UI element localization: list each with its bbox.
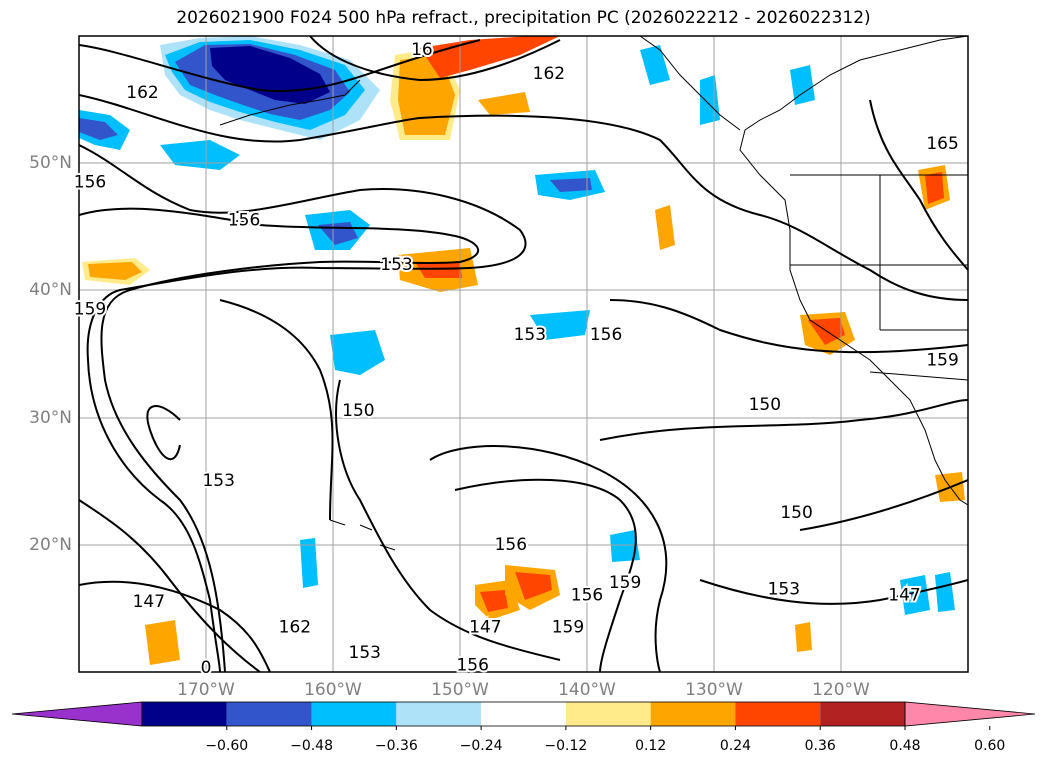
colorbar-tick-label: 0.24: [719, 738, 752, 754]
contour-label: 0: [201, 658, 212, 678]
contour-label: 162: [533, 64, 565, 84]
contour-label: 153: [380, 255, 412, 275]
contour-label: 150: [780, 503, 812, 523]
map-frame: [78, 35, 969, 673]
contour-label: 153: [202, 471, 234, 491]
longitude-label: 150°W: [431, 680, 489, 700]
latitude-label: 30°N: [29, 407, 72, 428]
contour-label: 156: [571, 586, 603, 606]
colorbar-tick-label: −0.24: [459, 738, 503, 754]
latitude-label: 50°N: [29, 153, 72, 174]
contour-label: 153: [514, 325, 546, 345]
latitude-label: 40°N: [29, 280, 72, 301]
latitude-label: 20°N: [29, 534, 72, 555]
longitude-label: 140°W: [558, 680, 616, 700]
contour-label: 165: [926, 134, 958, 154]
colorbar-tick-label: 0.36: [804, 738, 836, 754]
contour-label: 156: [74, 172, 106, 192]
contour-label: 156: [495, 535, 527, 555]
contour-label: 147: [133, 592, 165, 612]
contour-label: 156: [590, 325, 622, 345]
map-title: 2026021900 F024 500 hPa refract., precip…: [176, 8, 871, 28]
colorbar-tick-label: −0.12: [544, 738, 588, 754]
colorbar: [11, 701, 1036, 730]
contour-label: 156: [456, 656, 488, 676]
contour-label: 159: [926, 350, 958, 370]
longitude-label: 160°W: [304, 680, 362, 700]
colorbar-segment: [142, 702, 227, 726]
contour-label: 150: [342, 401, 374, 421]
contour-labels: 162 165 156 156 153 159 153 156 159 150 150 153 156 1…: [72, 38, 961, 680]
contour-label: 147: [469, 617, 501, 637]
longitude-label: 170°W: [177, 680, 235, 700]
colorbar-tick-label: −0.60: [205, 738, 249, 754]
colorbar-segment: [396, 702, 482, 726]
colorbar-segment: [650, 702, 736, 726]
colorbar-extend-high: [904, 701, 1036, 727]
precipitation-shading: [79, 36, 965, 665]
colorbar-extend-low: [11, 701, 143, 727]
colorbar-tick-label: 0.48: [889, 738, 921, 754]
colorbar-tick-label: 0.60: [974, 738, 1006, 754]
refractivity-contours: [79, 36, 968, 672]
colorbar-tick-label: −0.48: [290, 738, 333, 754]
colorbar-tick-label: −0.36: [374, 738, 418, 754]
contour-label: 162: [279, 617, 311, 637]
longitude-label: 130°W: [685, 680, 743, 700]
colorbar-segment: [226, 702, 312, 726]
contour-label: 16: [411, 40, 433, 60]
colorbar-segment: [565, 702, 651, 726]
contour-label: 147: [888, 586, 920, 606]
contour-label: 150: [749, 395, 781, 415]
colorbar-segment: [481, 702, 566, 726]
contour-label: 156: [228, 210, 260, 230]
colorbar-tick-label: 0.12: [635, 738, 667, 754]
longitude-label: 120°W: [812, 680, 870, 700]
contour-label: 159: [609, 573, 641, 593]
contour-label: 153: [768, 579, 800, 599]
colorbar-segment: [735, 702, 821, 726]
graticule: [79, 36, 968, 672]
contour-label: 159: [74, 299, 106, 319]
contour-label: 153: [349, 643, 381, 663]
coastlines: [219, 36, 968, 551]
colorbar-segment: [820, 702, 905, 726]
contour-label: 162: [126, 83, 158, 103]
colorbar-segment: [311, 702, 397, 726]
contour-label: 159: [552, 617, 584, 637]
